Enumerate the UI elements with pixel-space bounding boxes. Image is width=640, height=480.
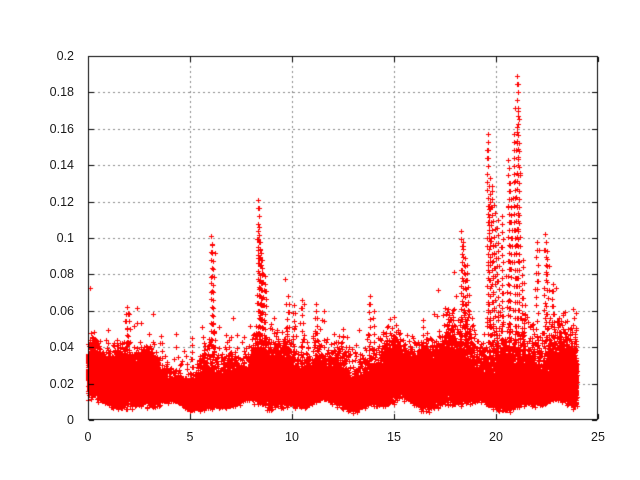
y-tick-label: 0: [67, 413, 74, 427]
y-tick-label: 0.16: [49, 121, 74, 136]
y-tick-label: 0.12: [49, 194, 74, 209]
x-tick-label: 10: [285, 430, 299, 444]
x-tick-label: 0: [84, 430, 92, 444]
y-tick-label: 0.02: [49, 376, 74, 391]
y-tick-label: 0.08: [49, 267, 74, 282]
y-tick-label: 0.1: [56, 231, 74, 245]
x-tick-label: 20: [489, 430, 503, 444]
y-tick-label: 0.18: [49, 85, 74, 100]
y-tick-label: 0.2: [56, 49, 74, 63]
x-tick-label: 25: [591, 430, 605, 444]
y-tick-label: 0.14: [49, 158, 74, 173]
x-tick-label: 5: [186, 430, 194, 444]
y-tick-label: 0.04: [49, 340, 74, 355]
x-tick-label: 15: [387, 430, 401, 444]
y-tick-label: 0.06: [49, 303, 74, 318]
